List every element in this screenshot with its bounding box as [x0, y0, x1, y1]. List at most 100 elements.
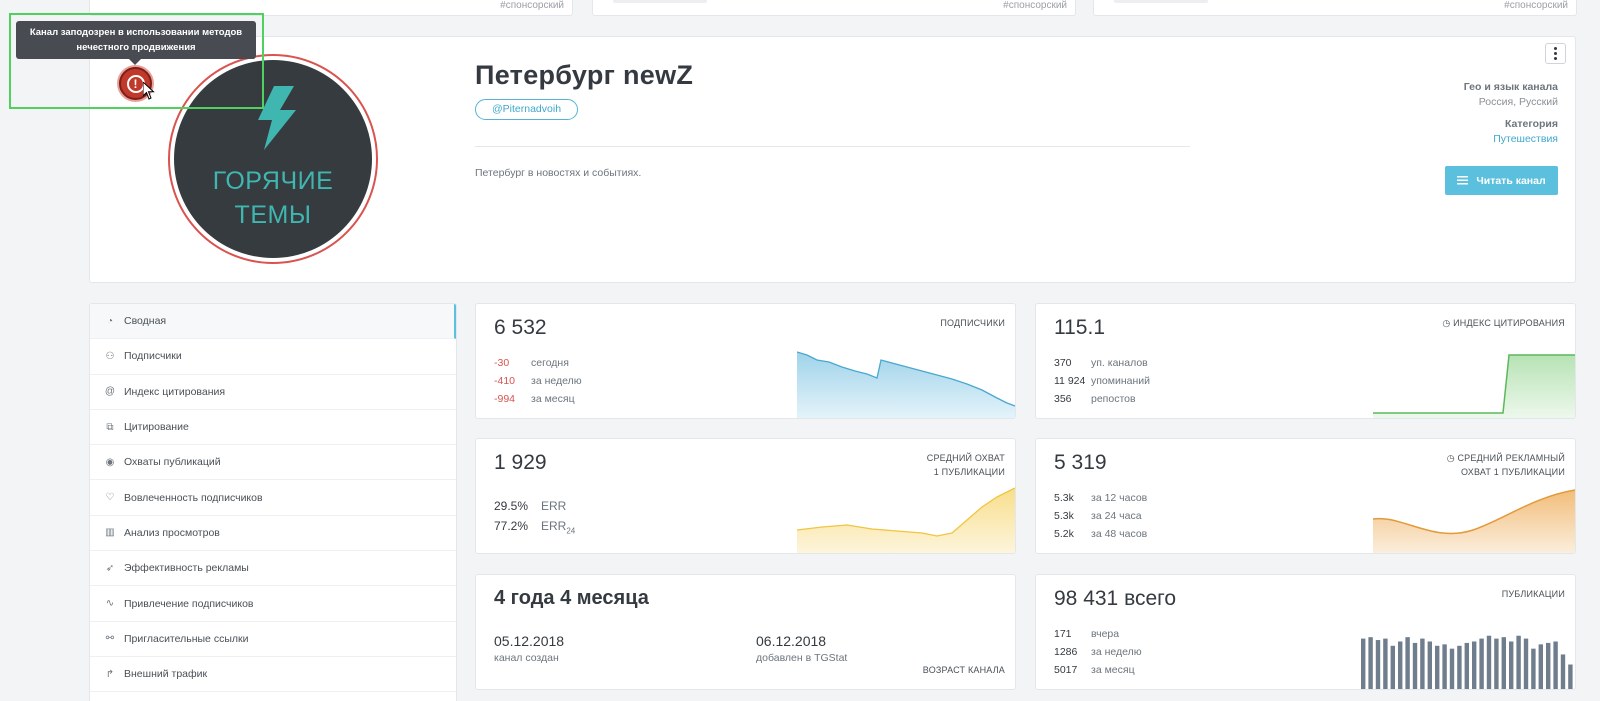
nav-item-engagement[interactable]: ♡ Вовлеченность подписчиков [90, 480, 456, 516]
nav-item-label: Привлечение подписчиков [124, 597, 254, 610]
stat-label: за неделю [1091, 646, 1142, 658]
nav-item-summary[interactable]: ◔ Сводная [90, 304, 456, 340]
read-channel-button[interactable]: Читать канал [1445, 166, 1558, 195]
stat-value: 5.2k [1054, 528, 1074, 540]
placeholder-bar [613, 0, 707, 3]
placeholder-bar [1114, 0, 1208, 3]
nav-item-citation[interactable]: ⧉ Цитирование [90, 410, 456, 446]
citation-index-sparkline [1373, 354, 1575, 418]
sponsored-tag: #спонсорский [500, 0, 564, 11]
posts-bar [1405, 637, 1410, 689]
share-icon: ↱ [105, 668, 115, 680]
citation-index-card[interactable]: 115.1 ◷ ИНДЕКС ЦИТИРОВАНИЯ 370 уп. канало… [1035, 303, 1576, 419]
created-label: канал создан [494, 652, 559, 664]
nav-item-label: Подписчики [124, 350, 182, 363]
posts-total-suffix: всего [1124, 587, 1177, 610]
quote-icon: ⧉ [106, 421, 114, 433]
stat-value: 5.3k [1054, 510, 1074, 522]
list-icon [1457, 176, 1469, 185]
posts-bar [1457, 645, 1462, 689]
nav-item-label: Сводная [124, 315, 167, 328]
posts-card[interactable]: 98 431 всего ПУБЛИКАЦИИ 171 вчера 1286 за … [1035, 574, 1576, 690]
exclamation-icon: ! [126, 74, 145, 93]
nav-item-label: Анализ просмотров [124, 526, 220, 539]
posts-bar [1412, 642, 1418, 689]
nav-item-subscriber-acquisition[interactable]: ∿ Привлечение подписчиков [90, 586, 456, 622]
nav-item-label: Пригласительные ссылки [124, 632, 249, 645]
err24-subscript: 24 [566, 526, 576, 536]
dot-icon [1554, 47, 1557, 50]
channel-age-card[interactable]: 4 года 4 месяца 05.12.2018 канал создан … [475, 574, 1016, 690]
nav-item-label: Охваты публикаций [124, 456, 221, 469]
nav-item-reach[interactable]: ◉ Охваты публикаций [90, 445, 456, 481]
citation-stats: 370 уп. каналов 11 924 упоминаний 356 репос… [1054, 354, 1150, 408]
sidebar-nav: ◔ Сводная ⚇ Подписчики @ Индекс цитирования… [89, 303, 457, 701]
category-link[interactable]: Путешествия [1493, 133, 1558, 145]
nav-item-invite-links[interactable]: ⚯ Пригласительные ссылки [90, 622, 456, 657]
added-label: добавлен в TGStat [756, 652, 848, 664]
nav-item-label: Индекс цитирования [124, 385, 226, 398]
stat-label: вчера [1091, 628, 1120, 640]
posts-count: 98 431 всего [1054, 587, 1176, 611]
ad-reach-card[interactable]: 5 319 ◷ СРЕДНИЙ РЕКЛАМНЫЙ ОХВАТ 1 ПУБЛИК… [1035, 438, 1576, 554]
ad-reach-value: 5 319 [1054, 451, 1107, 474]
clock-icon: ◷ [1442, 318, 1451, 328]
geo-block: Гео и язык канала Россия, Русский [1464, 81, 1558, 108]
avatar-text-line: ГОРЯЧИЕ [212, 167, 334, 195]
delta-value: -410 [494, 375, 516, 387]
nav-item-label: Внешний трафик [124, 668, 208, 681]
stat-label: за 48 часов [1091, 528, 1148, 540]
stat-value: 370 [1054, 357, 1072, 369]
heart-icon: ♡ [105, 492, 115, 504]
nav-item-views-analysis[interactable]: ▥ Анализ просмотров [90, 516, 456, 552]
posts-total: 98 431 [1054, 587, 1119, 610]
nav-item-citation-index[interactable]: @ Индекс цитирования [90, 375, 456, 410]
subscribers-count: 6 532 [494, 316, 547, 339]
stat-value: 356 [1054, 393, 1072, 405]
err-label: ERR [541, 499, 567, 513]
channel-handle-link[interactable]: @Piternadvoih [475, 99, 579, 120]
nav-item-label: Вовлеченность подписчиков [124, 491, 263, 504]
posts-bar [1375, 640, 1381, 689]
subscribers-card[interactable]: 6 532 ПОДПИСЧИКИ -30 сегодня -410 за недел… [475, 303, 1016, 419]
avg-reach-card[interactable]: 1 929 СРЕДНИЙ ОХВАТ 1 ПУБЛИКАЦИИ 29.5% ER… [475, 438, 1016, 554]
posts-bar [1553, 641, 1558, 689]
trend-icon: ∿ [105, 598, 115, 610]
posts-bar [1383, 638, 1388, 689]
delta-label: сегодня [531, 357, 569, 369]
read-channel-label: Читать канал [1476, 174, 1546, 187]
sponsored-post-card[interactable]: #спонсорский [592, 0, 1076, 16]
subscribers-sparkline [797, 351, 1015, 418]
stat-value: 171 [1054, 628, 1072, 640]
avg-reach-sparkline [797, 487, 1015, 553]
posts-bar [1442, 644, 1447, 689]
warning-badge[interactable]: ! [119, 67, 152, 100]
more-options-button[interactable] [1545, 43, 1566, 64]
ad-reach-stats: 5.3k за 12 часов 5.3k за 24 часа 5.2k за 48… [1054, 489, 1147, 543]
nav-item-ad-efficiency[interactable]: ➶ Эффективность рекламы [90, 551, 456, 587]
clock-icon: ◷ [1446, 453, 1458, 463]
nav-item-subscribers[interactable]: ⚇ Подписчики [90, 339, 456, 375]
ad-reach-label-line: ОХВАТ 1 ПУБЛИКАЦИИ [1460, 467, 1565, 477]
nav-item-external-traffic[interactable]: ↱ Внешний трафик [90, 657, 456, 693]
err24-label: ERR [541, 519, 567, 533]
added-date: 06.12.2018 [756, 633, 827, 649]
citation-index-label-text: ИНДЕКС ЦИТИРОВАНИЯ [1453, 318, 1565, 328]
stat-label: за 12 часов [1091, 492, 1148, 504]
subscribers-label: ПОДПИСЧИКИ [940, 318, 1005, 328]
err24-value: 77.2% [494, 519, 529, 533]
created-date: 05.12.2018 [494, 633, 565, 649]
citation-index-value: 115.1 [1054, 316, 1105, 339]
delta-label: за месяц [531, 393, 575, 405]
sponsored-post-card[interactable]: #спонсорский [89, 0, 573, 16]
ad-reach-sparkline [1373, 489, 1575, 553]
posts-bar [1523, 638, 1529, 689]
posts-bar [1560, 654, 1566, 689]
posts-bar [1368, 637, 1373, 689]
channel-age-label: ВОЗРАСТ КАНАЛА [922, 665, 1005, 675]
sponsored-post-card[interactable]: #спонсорский [1093, 0, 1577, 16]
avatar-text-line: ТЕМЫ [234, 201, 312, 229]
posts-bar [1568, 664, 1573, 689]
dot-icon [1554, 57, 1557, 60]
category-block: Категория Путешествия [1493, 118, 1558, 145]
